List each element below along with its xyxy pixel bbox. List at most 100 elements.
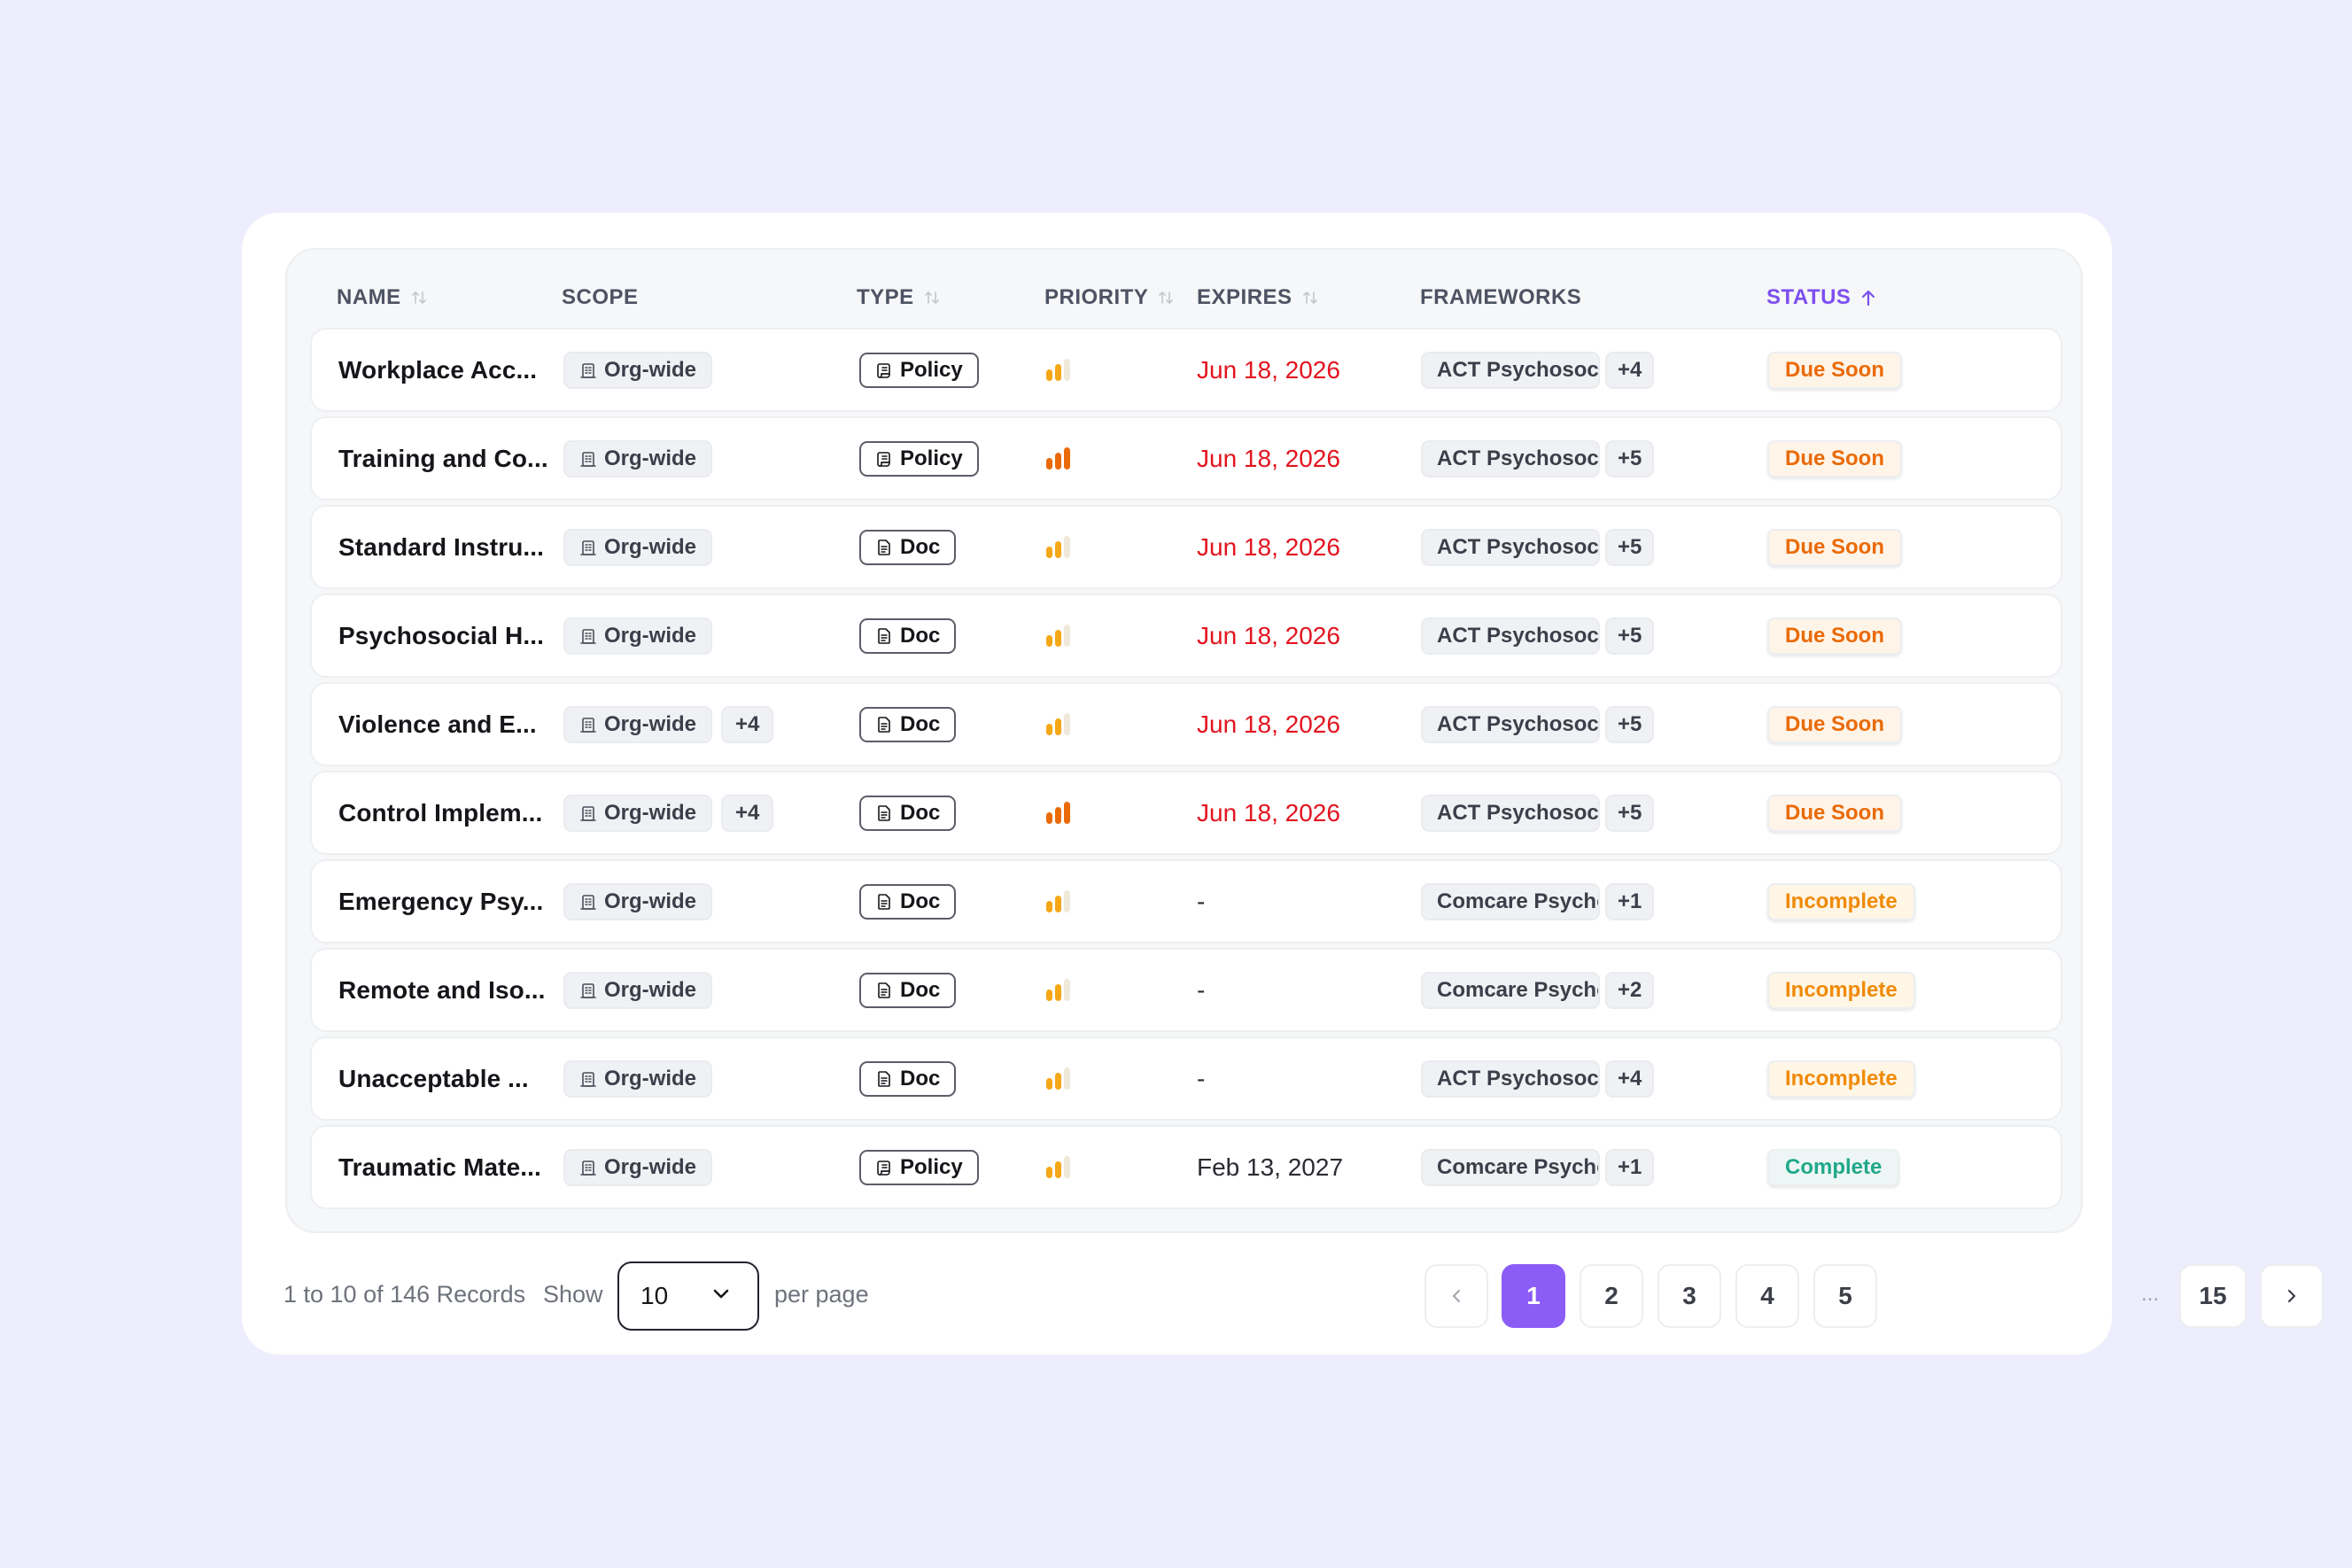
table-row[interactable]: Standard Instru... Org-wide Doc Jun 18, … xyxy=(310,505,2062,589)
framework-chip: ACT Psychosocial xyxy=(1421,1060,1600,1098)
table-row[interactable]: Workplace Acc... Org-wide Policy Jun 18,… xyxy=(310,328,2062,412)
sort-icon[interactable] xyxy=(1301,289,1319,307)
building-icon xyxy=(579,539,597,556)
doc-icon xyxy=(875,1070,893,1088)
arrow-up-icon[interactable] xyxy=(1859,288,1877,307)
row-name[interactable]: Control Implem... xyxy=(338,798,543,827)
table-row[interactable]: Training and Co... Org-wide Policy Jun 1… xyxy=(310,416,2062,501)
scope-chip: Org-wide xyxy=(563,1148,713,1186)
framework-more-chip[interactable]: +2 xyxy=(1605,971,1655,1009)
table-row[interactable]: Traumatic Mate... Org-wide Policy Feb 13… xyxy=(310,1125,2062,1209)
framework-more-chip[interactable]: +5 xyxy=(1605,794,1655,832)
frameworks-cell: ACT Psychosocial +5 xyxy=(1421,772,1655,853)
status-cell: Incomplete xyxy=(1767,950,1915,1030)
page-button-1[interactable]: 1 xyxy=(1502,1264,1565,1328)
framework-more-chip[interactable]: +1 xyxy=(1605,1148,1655,1186)
framework-more-chip[interactable]: +5 xyxy=(1605,528,1655,566)
column-header-expires[interactable]: EXPIRES xyxy=(1197,285,1319,310)
framework-label: ACT Psychosocial xyxy=(1437,357,1598,382)
sort-icon[interactable] xyxy=(923,289,941,307)
table-row[interactable]: Unacceptable ... Org-wide Doc - ACT xyxy=(310,1036,2062,1121)
building-icon xyxy=(579,450,597,468)
scope-more-chip[interactable]: +4 xyxy=(721,705,774,743)
type-chip: Doc xyxy=(859,706,957,742)
sort-icon[interactable] xyxy=(1157,289,1175,307)
framework-label: ACT Psychosocial xyxy=(1437,711,1598,736)
frameworks-cell: Comcare Psychosocial +1 xyxy=(1421,861,1655,942)
building-icon xyxy=(579,1159,597,1176)
framework-more-chip[interactable]: +5 xyxy=(1605,439,1655,477)
next-page-button[interactable] xyxy=(2260,1264,2324,1328)
row-name[interactable]: Remote and Iso... xyxy=(338,975,546,1004)
frameworks-cell: ACT Psychosocial +5 xyxy=(1421,595,1655,676)
page-button-2[interactable]: 2 xyxy=(1580,1264,1643,1328)
row-name[interactable]: Training and Co... xyxy=(338,444,548,472)
page-button-3[interactable]: 3 xyxy=(1657,1264,1721,1328)
framework-more-chip[interactable]: +4 xyxy=(1605,351,1655,389)
column-header-type[interactable]: TYPE xyxy=(857,285,941,310)
scope-cell: Org-wide xyxy=(563,861,713,942)
row-name[interactable]: Standard Instru... xyxy=(338,532,545,561)
priority-bars-icon xyxy=(1046,446,1070,470)
priority-cell xyxy=(1046,1127,1070,1207)
scope-label: Org-wide xyxy=(604,1066,697,1091)
row-name[interactable]: Psychosocial H... xyxy=(338,621,545,649)
scope-chip: Org-wide xyxy=(563,351,713,389)
framework-more-chip[interactable]: +1 xyxy=(1605,882,1655,920)
column-header-priority[interactable]: PRIORITY xyxy=(1044,285,1175,310)
column-expires-label: EXPIRES xyxy=(1197,285,1292,309)
column-priority-label: PRIORITY xyxy=(1044,285,1149,309)
table-footer: 1 to 10 of 146 Records Show 10 per page … xyxy=(242,1260,2324,1331)
prev-page-button[interactable] xyxy=(1424,1264,1488,1328)
expires-date: Jun 18, 2026 xyxy=(1197,710,1340,738)
column-header-frameworks: FRAMEWORKS xyxy=(1420,285,1581,310)
column-header-status[interactable]: STATUS xyxy=(1766,285,1877,310)
per-page-select[interactable]: 10 xyxy=(617,1261,759,1331)
building-icon xyxy=(579,361,597,379)
page-button-5[interactable]: 5 xyxy=(1813,1264,1877,1328)
row-name[interactable]: Workplace Acc... xyxy=(338,355,538,384)
chevron-left-icon xyxy=(1452,1289,1461,1303)
framework-label: Comcare Psychosocial xyxy=(1437,1154,1598,1179)
frameworks-cell: ACT Psychosocial +4 xyxy=(1421,330,1655,410)
status-badge: Incomplete xyxy=(1767,971,1915,1009)
priority-cell xyxy=(1046,950,1070,1030)
type-cell: Policy xyxy=(859,330,979,410)
scope-cell: Org-wide +4 xyxy=(563,684,774,765)
table-row[interactable]: Psychosocial H... Org-wide Doc Jun 18, 2… xyxy=(310,594,2062,678)
table-row[interactable]: Remote and Iso... Org-wide Doc - Com xyxy=(310,948,2062,1032)
column-scope-label: SCOPE xyxy=(562,285,639,309)
table-row[interactable]: Emergency Psy... Org-wide Doc - Comc xyxy=(310,859,2062,943)
priority-cell xyxy=(1046,684,1070,765)
row-name[interactable]: Unacceptable ... xyxy=(338,1064,529,1092)
expires-date: - xyxy=(1197,887,1206,915)
framework-more-chip[interactable]: +5 xyxy=(1605,705,1655,743)
building-icon xyxy=(579,893,597,911)
column-header-name[interactable]: NAME xyxy=(337,285,428,310)
per-page-value: 10 xyxy=(640,1282,669,1309)
scope-cell: Org-wide xyxy=(563,330,713,410)
table-row[interactable]: Violence and E... Org-wide +4 Doc Jun 18… xyxy=(310,682,2062,766)
status-cell: Incomplete xyxy=(1767,861,1915,942)
row-name[interactable]: Violence and E... xyxy=(338,710,537,738)
priority-cell xyxy=(1046,1038,1070,1119)
status-badge: Due Soon xyxy=(1767,794,1902,832)
framework-more-chip[interactable]: +5 xyxy=(1605,617,1655,655)
row-name[interactable]: Emergency Psy... xyxy=(338,887,544,915)
scope-label: Org-wide xyxy=(604,889,697,913)
building-icon xyxy=(579,627,597,645)
doc-icon xyxy=(875,627,893,645)
doc-icon xyxy=(875,893,893,911)
row-name[interactable]: Traumatic Mate... xyxy=(338,1153,541,1181)
framework-label: Comcare Psychosocial xyxy=(1437,889,1598,913)
page-button-4[interactable]: 4 xyxy=(1735,1264,1799,1328)
table-row[interactable]: Control Implem... Org-wide +4 Doc Jun 18… xyxy=(310,771,2062,855)
page-button-last[interactable]: 15 xyxy=(2179,1264,2247,1328)
scope-more-chip[interactable]: +4 xyxy=(721,794,774,832)
scope-label: Org-wide xyxy=(604,623,697,648)
framework-more-chip[interactable]: +4 xyxy=(1605,1060,1655,1098)
sort-icon[interactable] xyxy=(410,289,428,307)
status-badge: Due Soon xyxy=(1767,617,1902,655)
scope-chip: Org-wide xyxy=(563,794,713,832)
framework-label: ACT Psychosocial xyxy=(1437,446,1598,470)
